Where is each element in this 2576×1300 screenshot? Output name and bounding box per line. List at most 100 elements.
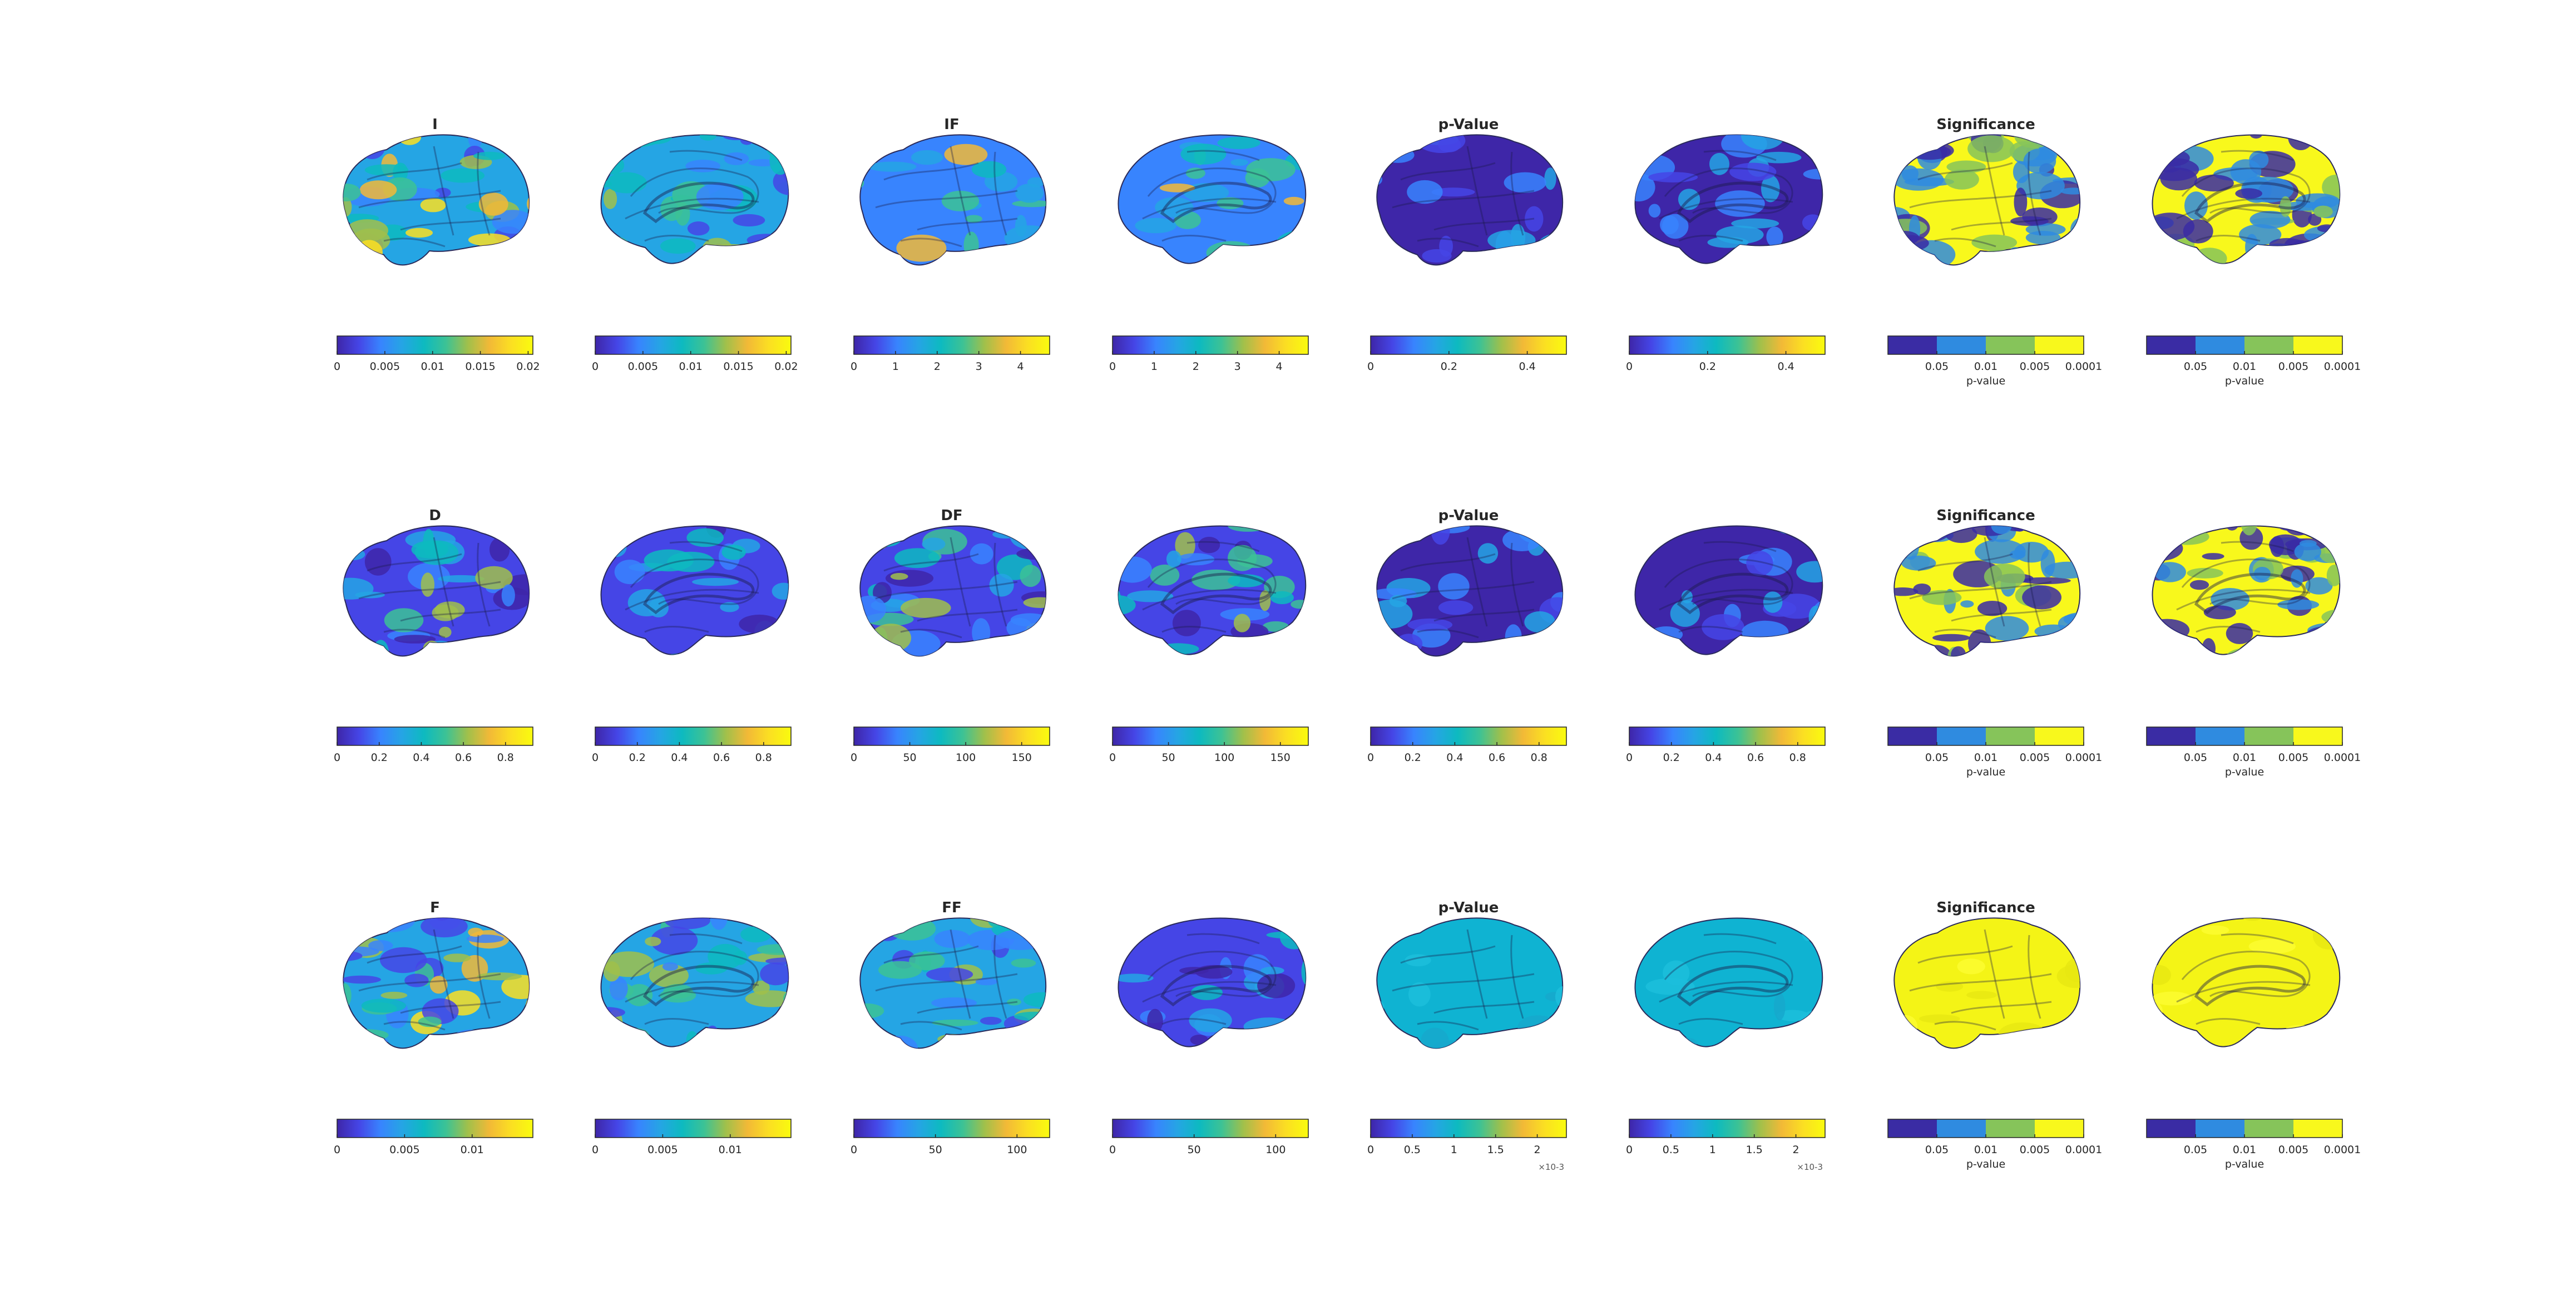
colorbar-tick-label: 0.005 [647,1144,678,1156]
colorbar-tick-label: 0.005 [2020,360,2050,373]
colorbar-tick-label: 0.5 [1663,1144,1679,1156]
colorbar-tick-label: 0 [334,1144,340,1156]
brain-surface-lateral [1893,525,2081,657]
colorbar-tick-label: 0.005 [370,360,400,373]
colorbar [337,1119,533,1138]
colorbar-tick-label: 2 [1534,1144,1541,1156]
brain-surface-medial [600,525,789,655]
colorbar-tick-label: 0.0001 [2324,752,2361,764]
colorbar-tick-label: 0.005 [2278,752,2308,764]
colorbar-tick-label: 0.2 [629,752,646,764]
significance-colorbar: 0.05 0.01 0.005 0.0001 p-value [2146,335,2361,387]
colorbar-tick-label: 0 [851,1144,857,1156]
brain-surface-lateral [1376,134,1564,266]
colorbar-tick-label: 0.8 [497,752,514,764]
colorbar-tick-label: 100 [1007,1144,1027,1156]
colorbar-tick-label: 0.2 [371,752,388,764]
colorbar [1629,726,1826,746]
colorbar-tick-label: 0.01 [2233,360,2256,373]
colorbar-tick-label: 0 [592,1144,599,1156]
colorbar [1629,335,1826,355]
colorbar-tick-label: 0.05 [1925,752,1949,764]
colorbar-tick-label: 0 [334,360,340,373]
colorbar-tick-label: 0.01 [2233,1144,2256,1156]
colorbar-tick-label: 0.01 [2233,752,2256,764]
colorbar [1112,1119,1309,1138]
colorbar-label: p-value [1966,1158,2005,1170]
brain-surface-medial [1118,134,1307,264]
colorbar-tick-label: 0.05 [2184,360,2207,373]
colorbar-tick-label: 0.01 [1974,360,1997,373]
colorbar-exponent: ×10-3 [1797,1162,1823,1172]
significance-colorbar: 0.05 0.01 0.005 0.0001 p-value [2146,726,2361,778]
brain-surface-medial [1634,134,1823,264]
brain-surface-medial [1634,917,1823,1047]
colorbar-label: p-value [1966,766,2005,778]
significance-colorbar: 0.05 0.01 0.005 0.0001 p-value [1887,335,2102,387]
colorbar-tick-label: 0.5 [1404,1144,1421,1156]
colorbar-tick-label: 0.005 [2020,752,2050,764]
colorbar-tick-label: 0.0001 [2324,360,2361,373]
colorbar-tick-label: 0.01 [461,1144,484,1156]
colorbar [1112,335,1309,355]
colorbar-tick-label: 1 [1451,1144,1457,1156]
brain-surface-medial [600,917,789,1047]
colorbar-tick-label: 0.02 [516,360,540,373]
colorbar-tick-label: 50 [1161,752,1175,764]
brain-surface-lateral [343,525,530,657]
colorbar-tick-label: 0 [334,752,340,764]
colorbar-tick-label: 0.4 [1446,752,1463,764]
colorbar-tick-label: 50 [903,752,916,764]
colorbar-tick-label: 2 [934,360,941,373]
colorbar-tick-label: 2 [1793,1144,1799,1156]
colorbar-tick-label: 0.01 [679,360,703,373]
panel-title: I [432,116,438,133]
colorbar [1370,1119,1567,1138]
colorbar-tick-label: 0.05 [1925,360,1949,373]
colorbar-tick-label: 0.05 [2184,752,2207,764]
colorbar-tick-label: 0.0001 [2065,1144,2102,1156]
colorbar-tick-label: 4 [1276,360,1283,373]
colorbar-tick-label: 0.4 [671,752,688,764]
colorbar-label: p-value [1966,375,2005,387]
colorbar [1629,1119,1826,1138]
colorbar-tick-label: 0.01 [719,1144,742,1156]
panel-title: p-Value [1438,507,1499,524]
colorbar-tick-label: 0.4 [1777,360,1794,373]
panel-title: p-Value [1438,899,1499,916]
colorbar-tick-label: 0 [1109,752,1116,764]
significance-colorbar: 0.05 0.01 0.005 0.0001 p-value [1887,726,2102,778]
colorbar [1370,335,1567,355]
colorbar-tick-label: 0.0001 [2065,752,2102,764]
brain-surface-medial [2152,917,2341,1047]
colorbar-tick-label: 50 [1188,1144,1201,1156]
colorbar-tick-label: 0 [592,752,599,764]
colorbar-tick-label: 0 [1109,360,1116,373]
colorbar-tick-label: 0.8 [755,752,772,764]
colorbar-tick-label: 1 [892,360,899,373]
colorbar-tick-label: 1 [1709,1144,1716,1156]
brain-surface-lateral [1376,525,1564,657]
colorbar [595,1119,792,1138]
colorbar-tick-label: 3 [976,360,982,373]
colorbar [1112,726,1309,746]
brain-surface-lateral [1893,134,2081,266]
colorbar-tick-label: 0 [851,360,857,373]
colorbar-tick-label: 0.01 [1974,1144,1997,1156]
colorbar-tick-label: 0.015 [465,360,495,373]
colorbar-tick-label: 0 [1367,360,1374,373]
panel-title: D [429,507,441,524]
colorbar-tick-label: 0.2 [1663,752,1680,764]
brain-surface-lateral [1893,917,2081,1049]
colorbar-tick-label: 0.4 [1705,752,1722,764]
colorbar-tick-label: 0.4 [413,752,429,764]
significance-colorbar: 0.05 0.01 0.005 0.0001 p-value [2146,1119,2361,1170]
brain-surface-lateral [343,134,530,266]
colorbar-tick-label: 0 [592,360,599,373]
colorbar-exponent: ×10-3 [1538,1162,1564,1172]
colorbar-tick-label: 1.5 [1487,1144,1504,1156]
colorbar-tick-label: 0.005 [628,360,658,373]
colorbar [337,335,533,355]
colorbar-tick-label: 0.6 [1489,752,1505,764]
colorbar-tick-label: 100 [956,752,976,764]
